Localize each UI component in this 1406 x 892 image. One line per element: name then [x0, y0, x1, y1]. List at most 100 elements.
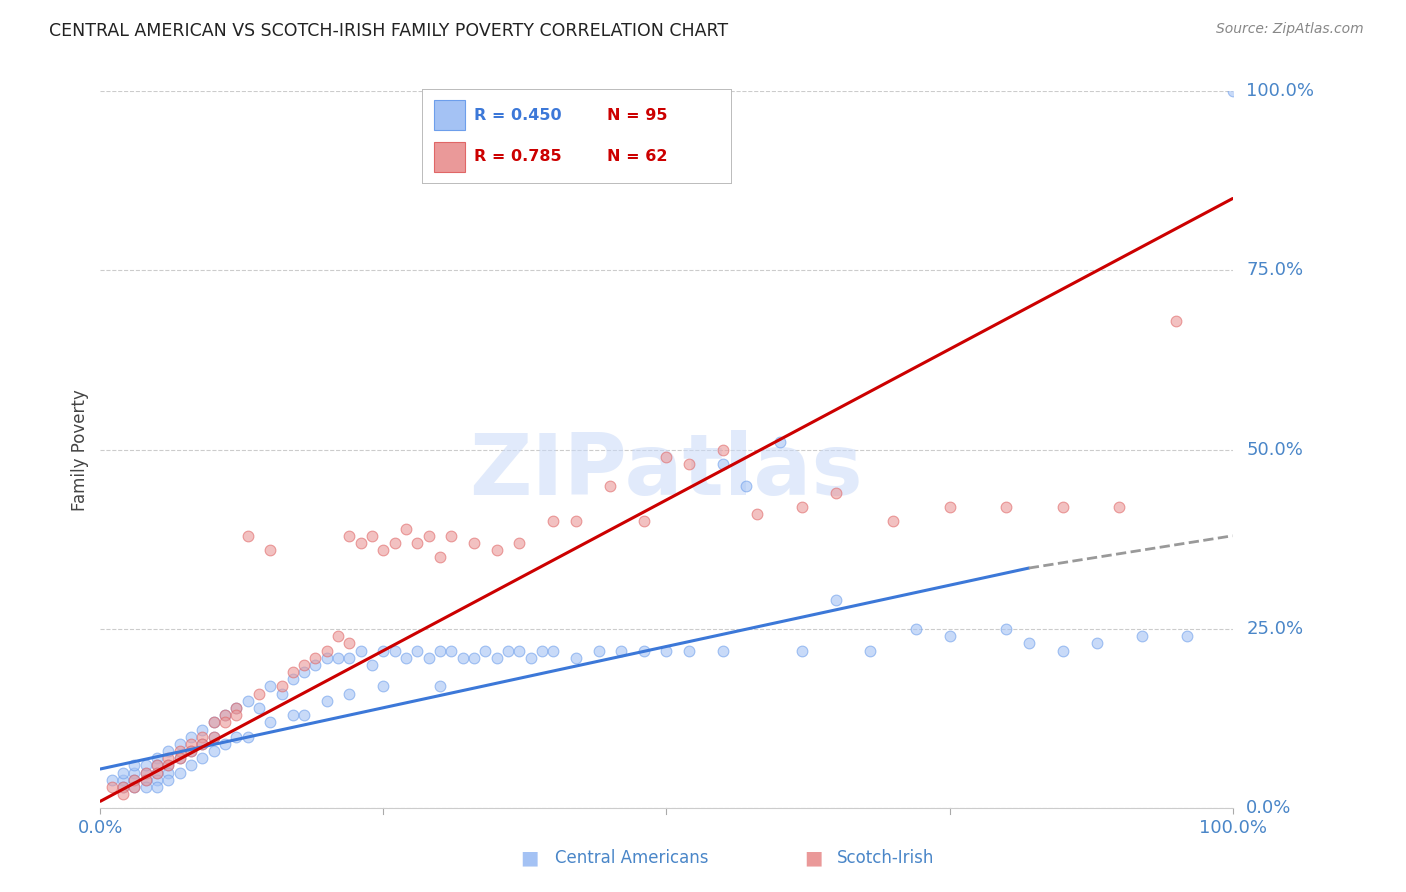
Point: [565, 650, 588, 665]
Point: [191, 730, 214, 744]
Point: [214, 708, 236, 723]
Point: [418, 529, 440, 543]
Point: [326, 650, 349, 665]
Point: [124, 758, 146, 772]
Point: [440, 529, 463, 543]
Point: [463, 650, 485, 665]
Point: [202, 715, 225, 730]
Text: Scotch-Irish: Scotch-Irish: [837, 849, 934, 867]
Point: [440, 643, 463, 657]
Point: [180, 744, 202, 758]
Point: [111, 787, 134, 801]
Point: [1175, 629, 1198, 643]
Point: [202, 715, 225, 730]
Point: [236, 730, 259, 744]
Point: [304, 650, 326, 665]
Point: [463, 536, 485, 550]
Point: [135, 765, 157, 780]
Point: [146, 780, 169, 794]
Point: [678, 643, 700, 657]
Text: 25.0%: 25.0%: [1246, 620, 1303, 638]
Point: [530, 643, 553, 657]
Point: [191, 737, 214, 751]
Point: [373, 680, 395, 694]
Point: [938, 500, 960, 514]
Point: [157, 765, 180, 780]
Point: [225, 708, 247, 723]
Point: [792, 643, 814, 657]
Point: [1018, 636, 1040, 650]
Point: [485, 543, 508, 558]
Point: [339, 529, 361, 543]
Point: [191, 723, 214, 737]
Text: N = 62: N = 62: [607, 149, 668, 164]
Point: [339, 687, 361, 701]
Point: [111, 780, 134, 794]
Text: 100.0%: 100.0%: [1246, 82, 1315, 100]
Point: [146, 772, 169, 787]
Point: [326, 629, 349, 643]
Point: [259, 680, 281, 694]
Point: [111, 780, 134, 794]
Point: [339, 650, 361, 665]
Point: [259, 543, 281, 558]
Point: [124, 772, 146, 787]
Text: Source: ZipAtlas.com: Source: ZipAtlas.com: [1216, 22, 1364, 37]
Point: [361, 529, 384, 543]
Point: [485, 650, 508, 665]
Point: [124, 780, 146, 794]
Point: [146, 751, 169, 765]
Point: [202, 730, 225, 744]
Text: Central Americans: Central Americans: [555, 849, 709, 867]
Point: [304, 657, 326, 672]
Point: [633, 643, 655, 657]
Point: [281, 673, 304, 687]
Point: [995, 500, 1018, 514]
Point: [247, 687, 270, 701]
Point: [281, 665, 304, 679]
Point: [361, 657, 384, 672]
Point: [655, 450, 678, 464]
Point: [157, 744, 180, 758]
Point: [859, 643, 882, 657]
Point: [938, 629, 960, 643]
Point: [373, 543, 395, 558]
Point: [100, 772, 122, 787]
Point: [711, 442, 734, 457]
Text: R = 0.450: R = 0.450: [474, 108, 562, 123]
Text: ■: ■: [804, 848, 823, 867]
Point: [1052, 500, 1074, 514]
Point: [904, 622, 927, 636]
Point: [191, 737, 214, 751]
Point: [429, 680, 451, 694]
Point: [124, 765, 146, 780]
Point: [135, 772, 157, 787]
Point: [995, 622, 1018, 636]
Point: [169, 751, 191, 765]
Point: [1108, 500, 1130, 514]
Point: [599, 478, 621, 492]
Point: [678, 457, 700, 471]
Point: [169, 765, 191, 780]
Point: [180, 737, 202, 751]
Point: [711, 457, 734, 471]
Point: [429, 550, 451, 565]
Text: N = 95: N = 95: [607, 108, 668, 123]
Point: [1130, 629, 1153, 643]
Point: [225, 730, 247, 744]
Point: [541, 515, 564, 529]
Point: [508, 536, 530, 550]
Point: [146, 765, 169, 780]
Text: 50.0%: 50.0%: [1246, 441, 1303, 458]
Point: [124, 780, 146, 794]
Point: [451, 650, 474, 665]
Point: [745, 508, 768, 522]
Point: [157, 751, 180, 765]
Point: [135, 765, 157, 780]
Point: [292, 657, 315, 672]
Point: [474, 643, 496, 657]
Point: [1222, 84, 1244, 98]
Point: [146, 765, 169, 780]
Point: [610, 643, 633, 657]
Y-axis label: Family Poverty: Family Poverty: [72, 389, 89, 510]
